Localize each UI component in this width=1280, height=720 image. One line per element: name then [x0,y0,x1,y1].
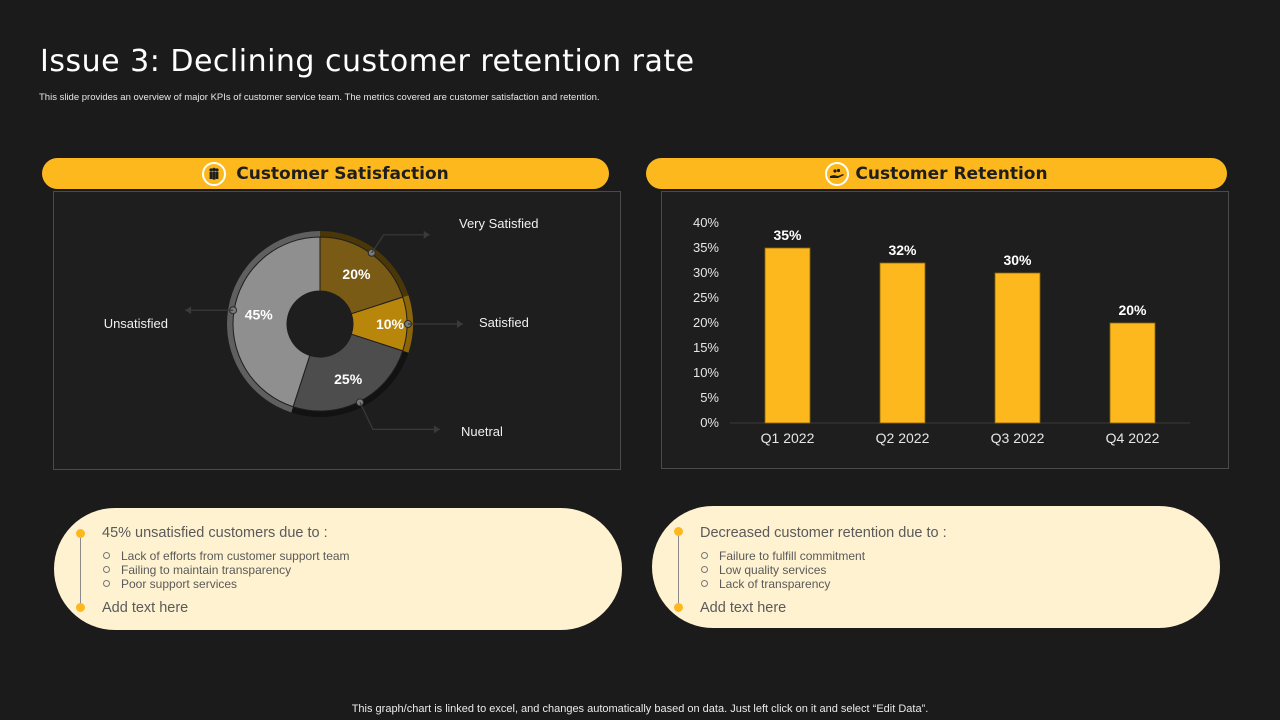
bar-q4-2022 [1109,322,1156,424]
list-item: Lack of transparency [700,577,865,591]
bar-data-label: 20% [1118,302,1147,318]
list-item: Failure to fulfill commitment [700,549,865,563]
list-item: Poor support services [102,577,350,591]
retention-note-heading: Decreased customer retention due to : [700,525,947,541]
retention-header: Customer Retention [646,158,1227,189]
y-tick-label: 40% [693,215,719,230]
donut-callout-arrow-unsatisfied [185,306,192,315]
satisfaction-header-label: Customer Satisfaction [236,163,449,184]
donut-slice-very-satisfied [319,236,404,315]
note-line [80,532,81,608]
satisfaction-header: Customer Satisfaction [42,158,609,189]
page-subtitle: This slide provides an overview of major… [39,92,600,103]
people-icon [202,161,227,186]
x-tick-label: Q4 2022 [1106,430,1160,446]
bar-q2-2022 [879,262,926,424]
donut-callout-arrow-very-satisfied [423,230,430,239]
donut-callout-line-very-satisfied [371,234,430,254]
y-tick-label: 10% [693,365,719,380]
retention-note: Decreased customer retention due to : Fa… [652,506,1220,628]
donut-callout-arrow-nuetral [433,425,440,434]
donut-label-nuetral: 25% [334,371,363,387]
x-tick-label: Q2 2022 [876,430,930,446]
note-dot [674,603,683,612]
x-tick-label: Q1 2022 [761,430,815,446]
satisfaction-add-text[interactable]: Add text here [102,600,189,616]
note-dot [674,527,683,536]
satisfaction-note-list: Lack of efforts from customer support te… [102,549,350,591]
satisfaction-note-heading: 45% unsatisfied customers due to : [102,525,328,541]
donut-label-satisfied: 10% [376,316,405,332]
donut-rim-nuetral [291,350,409,417]
retention-bar-chart: 0% 5% 10% 15% 20% 25% 30% 35% 40% 35% Q1 2022 32% Q2… [693,215,1190,446]
donut-callout-line-nuetral [359,402,440,431]
note-dot [76,603,85,612]
y-tick-label: 15% [693,340,719,355]
y-tick-label: 25% [693,290,719,305]
donut-slice-unsatisfied [232,236,321,408]
y-tick-label: 0% [700,415,719,430]
list-item: Low quality services [700,563,865,577]
donut-label-unsatisfied: 45% [245,306,274,322]
y-tick-label: 35% [693,240,719,255]
donut-callout-dot-very-satisfied [367,248,376,257]
donut-label-very-satisfied: 20% [342,266,371,282]
retention-note-list: Failure to fulfill commitment Low qualit… [700,549,865,591]
list-item: Failing to maintain transparency [102,563,350,577]
page-title: Issue 3: Declining customer retention ra… [40,44,695,79]
list-item: Lack of efforts from customer support te… [102,549,350,563]
satisfaction-donut-chart: 20% Very Satisfied 10% Satisfied 25% Nuetral 4… [104,216,539,439]
donut-legend-unsatisfied: Unsatisfied [104,316,168,331]
bar-data-label: 35% [773,227,802,243]
y-tick-label: 30% [693,265,719,280]
donut-legend-satisfied: Satisfied [479,315,529,330]
satisfaction-note: 45% unsatisfied customers due to : Lack … [54,508,622,630]
retention-chart-panel: 0% 5% 10% 15% 20% 25% 30% 35% 40% 35% Q1 2022 32% Q2… [661,191,1229,469]
note-dot [76,529,85,538]
bar-q1-2022 [764,247,811,424]
donut-legend-nuetral: Nuetral [461,424,503,439]
bar-q3-2022 [994,272,1041,424]
hand-coins-icon [825,161,850,186]
note-line [678,530,679,606]
donut-callout-arrow-satisfied [457,320,463,328]
y-tick-label: 5% [700,390,719,405]
satisfaction-chart-panel: 20% Very Satisfied 10% Satisfied 25% Nuetral 4… [53,191,621,470]
donut-slice-nuetral [292,333,404,412]
donut-legend-very-satisfied: Very Satisfied [459,216,539,231]
bar-data-label: 32% [888,242,917,258]
footer-note: This graph/chart is linked to excel, and… [351,703,929,715]
bar-data-label: 30% [1003,252,1032,268]
retention-add-text[interactable]: Add text here [700,600,787,616]
retention-header-label: Customer Retention [855,163,1048,184]
y-tick-label: 20% [693,315,719,330]
x-tick-label: Q3 2022 [991,430,1045,446]
